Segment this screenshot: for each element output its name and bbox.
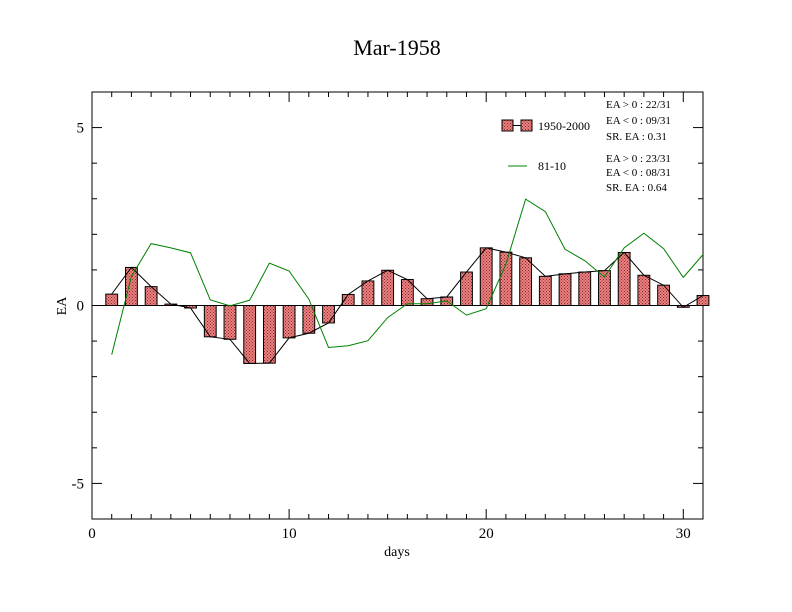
legend-bar-swatch-left	[501, 119, 514, 132]
legend-label-81-10: 81-10	[538, 159, 566, 173]
bar	[617, 251, 631, 306]
series-line-81-10	[111, 198, 704, 355]
x-tick-label: 30	[676, 526, 691, 542]
bar	[361, 280, 375, 307]
line-series	[111, 198, 704, 365]
bar	[420, 298, 434, 306]
bar	[144, 286, 158, 307]
x-tick-label: 0	[88, 526, 96, 542]
axis-ticks: 0 10 20 30 -5 0 5	[72, 91, 704, 542]
stat-1-positive: EA > 0 : 22/31	[606, 99, 671, 111]
y-axis-label: EA	[55, 296, 70, 316]
bar	[538, 275, 552, 306]
bar	[558, 273, 572, 307]
bar	[381, 269, 395, 306]
stat-2-negative: EA < 0 : 08/31	[606, 167, 671, 179]
bar	[282, 305, 296, 339]
bar	[637, 274, 651, 307]
bar	[262, 305, 276, 364]
stat-1-sr: SR. EA : 0.31	[606, 131, 667, 143]
bar	[243, 305, 257, 365]
stat-2-positive: EA > 0 : 23/31	[606, 153, 671, 165]
stat-1-negative: EA < 0 : 09/31	[606, 115, 671, 127]
bar	[598, 270, 611, 306]
legend-bar-swatch-right	[520, 119, 533, 132]
y-tick-label: 0	[77, 299, 85, 315]
bar	[657, 284, 670, 306]
bar	[322, 305, 335, 324]
bar	[696, 295, 710, 306]
chart-title: Mar-1958	[353, 35, 441, 60]
bar	[499, 251, 513, 306]
bar	[578, 271, 592, 306]
legend: 1950-2000 81-10 EA > 0 : 22/31 EA < 0 : …	[501, 99, 671, 194]
bar	[479, 247, 493, 306]
bar	[203, 305, 217, 338]
x-tick-label: 20	[479, 526, 494, 542]
y-tick-label: -5	[72, 476, 85, 492]
bar	[519, 257, 533, 306]
bar	[223, 305, 237, 340]
legend-label-1950-2000: 1950-2000	[538, 119, 590, 133]
stat-2-sr: SR. EA : 0.64	[606, 182, 667, 194]
x-axis-label: days	[384, 545, 410, 560]
y-tick-label: 5	[77, 121, 85, 137]
bar	[105, 293, 119, 307]
bar-series-connector-line	[111, 247, 704, 365]
x-tick-label: 10	[282, 526, 297, 542]
